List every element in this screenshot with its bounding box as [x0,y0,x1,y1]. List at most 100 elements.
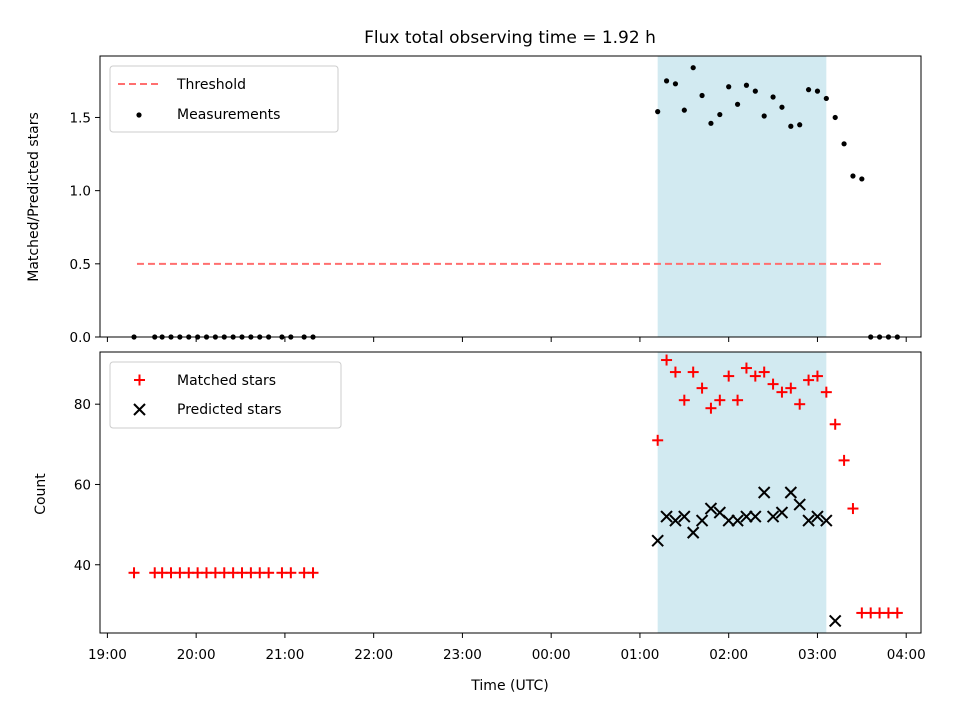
predicted-star-point [828,614,842,628]
matched-star-point [714,394,726,406]
measurement-point [726,84,732,90]
bottom-legend-box [109,361,342,429]
measurement-point [672,81,679,87]
bottom-y-axis-label: Count [33,473,49,515]
predicted-star-point [651,534,664,547]
matched-star-point [661,354,673,366]
y-tick-label: 0.0 [70,330,91,346]
y-tick-label: 40 [74,558,91,574]
matched-legend-label: Matched stars [177,373,276,389]
predicted-star-point [722,514,735,527]
matched-star-point [785,382,797,394]
predicted-star-point [678,510,691,523]
predicted-star-point [766,510,780,523]
predicted-star-point [775,506,789,519]
predicted-star-point [749,510,762,523]
measurement-point [690,65,696,71]
measurement-point [850,173,856,179]
measurement-point [761,113,767,119]
predicted-star-point [660,510,673,523]
matched-star-point [696,382,708,394]
matched-star-point [829,418,841,430]
x-tick-label: 23:00 [443,647,482,663]
measurement-point [823,95,829,102]
y-tick-label: 1.5 [70,110,91,126]
measurement-point [832,114,838,121]
bottom-panel: 40 60 80 19:00 20:00 21:00 22:00 23:00 00:00 01:… [33,351,926,694]
predicted-star-point [784,486,798,499]
measurement-point [814,88,821,94]
matched-star-point [740,362,752,374]
top-axes-frame [99,55,922,338]
matched-star-point [285,567,297,579]
top-panel: 0.0 0.5 1.0 1.5 Matched/Predicted stars Thr… [26,55,922,346]
matched-star-point [263,567,275,579]
measurement-point [681,107,687,113]
top-shaded-region [657,56,827,337]
matched-legend-swatch [134,374,145,386]
bottom-x-ticks: 19:00 20:00 21:00 22:00 23:00 00:00 01:00 02:00… [88,633,926,663]
y-tick-label: 1.0 [70,184,91,200]
predicted-star-point [811,510,824,523]
predicted-star-point [731,514,744,527]
matched-star-point [678,394,690,406]
top-y-ticks: 0.0 0.5 1.0 1.5 [70,110,100,346]
measurement-point [699,92,705,99]
matched-star-point [776,386,788,398]
measurement-point [859,176,865,182]
counts-layer [128,354,903,628]
matched-star-point [847,503,859,515]
predicted-star-point [695,514,709,527]
measurement-point [708,120,714,126]
matched-star-point [811,370,823,382]
x-tick-label: 20:00 [177,647,216,663]
predicted-star-point [757,486,771,499]
matched-star-point [669,366,681,378]
matched-star-point [732,394,744,406]
measurement-point [752,88,758,94]
bottom-legend: Matched stars Predicted stars [109,361,342,429]
measurement-point [797,122,803,128]
predicted-star-point [820,514,833,527]
x-axis-label: Time (UTC) [470,678,548,694]
predicted-star-point [686,526,700,539]
x-tick-label: 02:00 [709,647,748,663]
threshold-legend-label: Threshold [176,77,246,93]
matched-star-point [749,370,761,382]
x-tick-label: 21:00 [265,647,304,663]
predicted-star-point [740,510,753,523]
bottom-y-ticks: 40 60 80 [74,397,100,574]
matched-star-point [891,607,903,619]
matched-star-point [705,402,717,414]
measurements-legend-label: Measurements [177,107,280,123]
x-tick-label: 22:00 [354,647,393,663]
matched-star-point [758,366,770,378]
matched-star-point [723,370,735,382]
matched-star-point [767,378,779,390]
predicted-star-point [669,514,682,527]
predicted-star-point [704,502,718,515]
x-tick-label: 03:00 [798,647,837,663]
measurement-point [717,111,723,118]
chart-title: Flux total observing time = 1.92 h [364,28,656,48]
matched-star-point [128,567,140,579]
measurement-point [770,94,776,100]
predicted-star-point [802,514,815,527]
measurement-point [743,82,750,88]
predicted-legend-swatch [133,403,146,416]
matched-star-point [838,454,850,466]
measurement-point [734,101,741,107]
measurement-point [841,141,847,147]
y-tick-label: 60 [74,477,91,493]
y-tick-label: 80 [74,397,91,413]
predicted-star-point [793,498,806,511]
predicted-legend-label: Predicted stars [177,402,282,418]
measurement-point [655,109,661,115]
measurement-point [663,78,670,84]
y-tick-label: 0.5 [70,257,91,273]
x-tick-label: 01:00 [620,647,659,663]
measurements-legend-swatch [136,112,142,118]
measurement-point [805,87,812,93]
matched-star-point [652,434,664,446]
